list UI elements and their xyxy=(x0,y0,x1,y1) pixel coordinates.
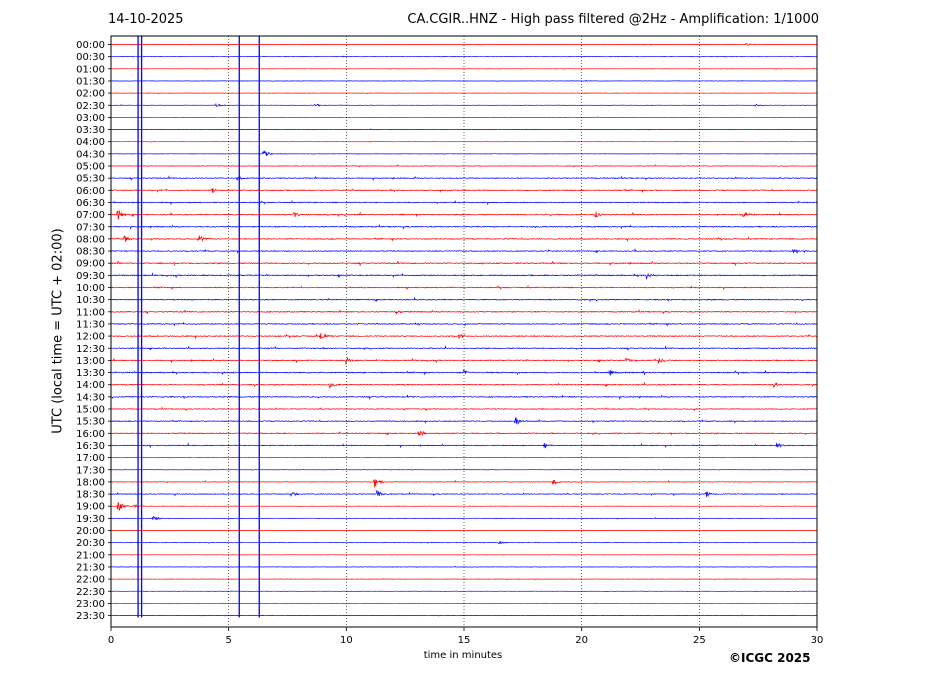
y-axis-label: UTC (local time = UTC + 02:00) xyxy=(50,228,66,434)
y-tick-label-19:30: 19:30 xyxy=(76,514,105,525)
y-tick-label-18:00: 18:00 xyxy=(76,477,105,488)
trace-line-00:00 xyxy=(111,42,818,46)
y-tick-label-22:30: 22:30 xyxy=(76,587,105,598)
y-tick-label-13:00: 13:00 xyxy=(76,356,105,367)
trace-line-09:00 xyxy=(110,260,817,267)
y-tick-label-08:30: 08:30 xyxy=(76,247,105,258)
y-tick-label-03:00: 03:00 xyxy=(76,113,105,124)
y-tick-label-22:00: 22:00 xyxy=(76,575,105,586)
x-tick-label-20: 20 xyxy=(575,635,588,646)
trace-line-01:00 xyxy=(110,67,817,70)
trace-line-19:00 xyxy=(110,502,818,511)
y-tick-label-20:30: 20:30 xyxy=(76,538,105,549)
y-tick-label-02:30: 02:30 xyxy=(76,101,105,112)
y-tick-label-09:30: 09:30 xyxy=(76,271,105,282)
seismic-spikes xyxy=(137,36,260,618)
trace-line-08:00 xyxy=(110,235,818,242)
y-tick-label-07:00: 07:00 xyxy=(76,210,105,221)
y-tick-label-21:30: 21:30 xyxy=(76,562,105,573)
trace-line-11:00 xyxy=(111,308,818,316)
y-tick-label-11:00: 11:00 xyxy=(76,307,105,318)
y-tick-label-01:00: 01:00 xyxy=(76,64,105,75)
trace-line-16:30 xyxy=(110,442,818,449)
trace-line-19:30 xyxy=(110,516,818,521)
y-tick-label-05:30: 05:30 xyxy=(76,174,105,185)
y-tick-label-04:00: 04:00 xyxy=(76,137,105,148)
time-gridlines xyxy=(228,36,700,627)
copyright-label: ©ICGC 2025 xyxy=(729,651,811,665)
y-tick-label-04:30: 04:30 xyxy=(76,149,105,160)
x-axis-label: time in minutes xyxy=(423,650,503,661)
y-tick-label-16:00: 16:00 xyxy=(76,429,105,440)
y-tick-label-17:30: 17:30 xyxy=(76,465,105,476)
y-tick-label-15:30: 15:30 xyxy=(76,417,105,428)
y-tick-label-02:00: 02:00 xyxy=(76,89,105,100)
trace-line-06:30 xyxy=(110,199,818,206)
y-tick-label-05:00: 05:00 xyxy=(76,162,105,173)
y-tick-label-15:00: 15:00 xyxy=(76,405,105,416)
trace-line-00:30 xyxy=(110,55,818,58)
trace-line-16:00 xyxy=(110,430,818,436)
x-tick-label-30: 30 xyxy=(811,635,824,646)
y-tick-label-10:00: 10:00 xyxy=(76,283,105,294)
trace-line-15:30 xyxy=(110,416,817,425)
y-tick-label-23:00: 23:00 xyxy=(76,599,105,610)
x-tick-label-15: 15 xyxy=(458,635,471,646)
y-tick-label-20:00: 20:00 xyxy=(76,526,105,537)
x-axis-ticks: 0 5 10 15 20 25 30 xyxy=(108,627,824,646)
y-tick-label-07:30: 07:30 xyxy=(76,222,105,233)
y-tick-label-01:30: 01:30 xyxy=(76,76,105,87)
y-tick-label-00:00: 00:00 xyxy=(76,40,105,51)
x-tick-label-0: 0 xyxy=(108,635,114,646)
y-tick-label-12:30: 12:30 xyxy=(76,344,105,355)
trace-line-10:30 xyxy=(110,296,818,303)
trace-line-08:30 xyxy=(111,248,817,254)
trace-line-20:30 xyxy=(110,540,818,545)
y-tick-label-08:00: 08:00 xyxy=(76,234,105,245)
trace-line-07:30 xyxy=(110,223,818,230)
x-tick-label-5: 5 xyxy=(225,635,231,646)
chart-title: CA.CGIR..HNZ - High pass filtered @2Hz -… xyxy=(407,12,819,27)
y-tick-label-19:00: 19:00 xyxy=(76,502,105,513)
y-tick-label-12:00: 12:00 xyxy=(76,332,105,343)
trace-line-17:00 xyxy=(110,456,818,459)
x-tick-label-25: 25 xyxy=(693,635,706,646)
trace-line-18:00 xyxy=(110,479,818,488)
trace-line-21:30 xyxy=(110,565,818,568)
y-tick-label-17:00: 17:00 xyxy=(76,453,105,464)
trace-line-17:30 xyxy=(110,469,817,471)
trace-line-07:00 xyxy=(111,210,818,220)
trace-line-20:00 xyxy=(110,529,818,532)
y-tick-label-21:00: 21:00 xyxy=(76,550,105,561)
trace-line-18:30 xyxy=(110,490,818,498)
y-tick-label-23:30: 23:30 xyxy=(76,611,105,622)
trace-line-10:00 xyxy=(110,285,818,291)
y-tick-label-10:30: 10:30 xyxy=(76,295,105,306)
x-tick-label-10: 10 xyxy=(340,635,353,646)
y-tick-label-06:30: 06:30 xyxy=(76,198,105,209)
trace-line-01:30 xyxy=(111,79,818,82)
y-tick-label-03:30: 03:30 xyxy=(76,125,105,136)
trace-line-09:30 xyxy=(111,272,818,280)
trace-line-06:00 xyxy=(110,188,818,194)
y-tick-label-18:30: 18:30 xyxy=(76,490,105,501)
y-tick-label-16:30: 16:30 xyxy=(76,441,105,452)
date-label: 14-10-2025 xyxy=(108,12,184,27)
y-tick-label-00:30: 00:30 xyxy=(76,52,105,63)
plot-frame xyxy=(110,35,818,628)
y-tick-label-11:30: 11:30 xyxy=(76,319,105,330)
y-tick-label-14:30: 14:30 xyxy=(76,392,105,403)
y-tick-label-09:00: 09:00 xyxy=(76,259,105,270)
y-tick-label-13:30: 13:30 xyxy=(76,368,105,379)
y-tick-label-06:00: 06:00 xyxy=(76,186,105,197)
y-tick-label-14:00: 14:00 xyxy=(76,380,105,391)
trace-line-21:00 xyxy=(110,554,818,556)
